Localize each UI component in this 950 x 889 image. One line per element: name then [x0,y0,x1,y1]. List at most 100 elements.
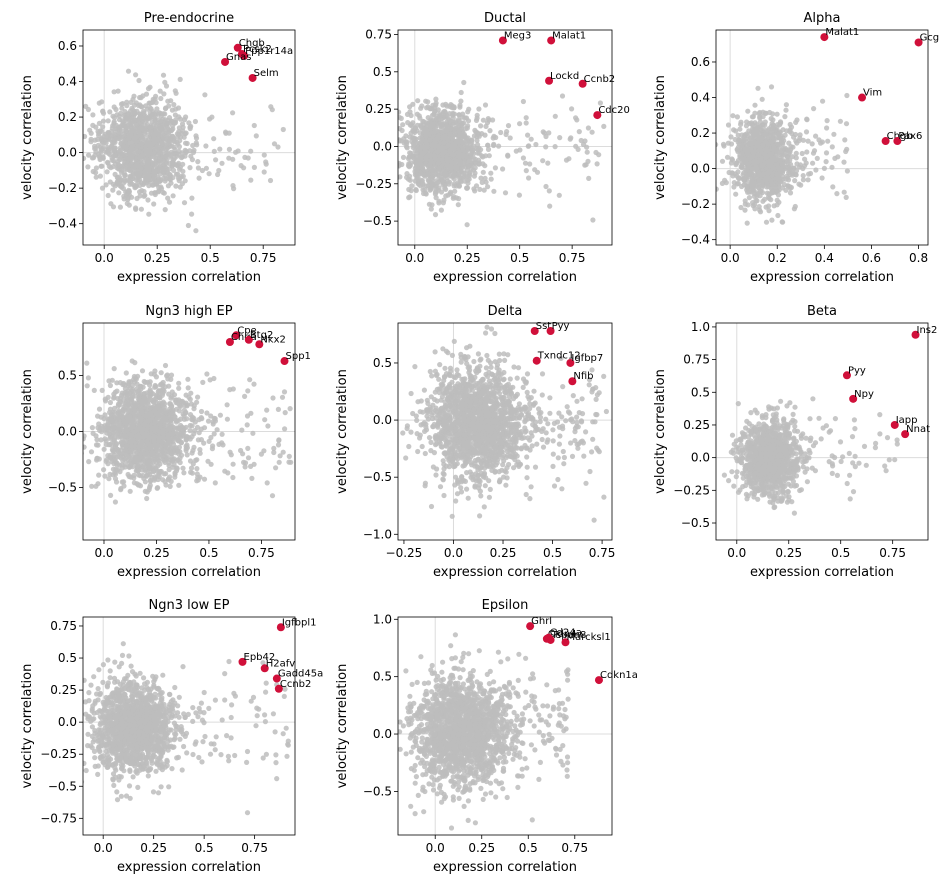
gene-point [769,172,775,178]
gene-point [261,152,267,158]
gene-point [446,181,452,187]
gene-label: Cdc20 [598,105,630,116]
gene-point [126,150,132,156]
gene-point [755,173,761,179]
gene-point [115,124,121,130]
gene-point [126,202,132,208]
highlighted-gene-point [578,79,587,88]
gene-point [842,137,848,143]
y-axis-label: velocity correlation [653,75,668,200]
gene-point [783,102,790,108]
gene-point [177,184,183,190]
gene-point [121,193,127,199]
gene-point [445,142,451,149]
gene-point [479,179,485,185]
gene-point [527,161,533,167]
gene-point [757,207,763,213]
gene-point [144,106,150,112]
x-tick-label: 0.25 [144,251,171,265]
gene-point [576,129,582,135]
gene-point [786,140,792,146]
gene-point [778,138,785,144]
gene-point [153,122,159,128]
gene-point [458,139,464,145]
gene-point [171,102,177,108]
gene-point [91,387,97,393]
y-tick-label: 0.75 [365,27,392,41]
gene-point [99,135,105,142]
gene-point [112,153,118,159]
gene-point [754,181,760,187]
highlighted-gene-point [593,111,602,120]
gene-point [482,175,488,181]
gene-point [789,172,796,178]
gene-point [108,128,114,135]
gene-point [187,428,193,434]
gene-point [230,110,236,116]
gene-point [584,149,590,155]
gene-point [139,439,145,445]
gene-point [224,402,230,408]
gene-point [178,416,184,422]
gene-point [752,158,758,164]
gene-point [830,184,836,190]
gene-point [198,426,204,432]
gene-point [180,161,186,167]
gene-point [240,451,246,457]
gene-point [204,371,210,377]
gene-point [793,168,800,174]
gene-point [130,458,136,464]
gene-point [125,136,132,142]
gene-point [126,156,132,162]
panel-title: Pre-endocrine [144,11,234,26]
gene-point [775,212,781,219]
gene-point [177,116,184,122]
gene-point [392,154,397,159]
x-tick-label: 0.75 [250,251,277,265]
gene-point [144,116,150,122]
gene-point [106,476,112,482]
gene-point [485,116,491,122]
gene-point [230,474,236,481]
gene-label: Pax6 [898,131,922,142]
gene-point [421,119,427,125]
gene-point [125,68,132,74]
gene-point [161,175,167,181]
gene-point [98,437,104,443]
gene-point [107,109,113,115]
gene-point [152,111,158,117]
gene-point [176,482,182,488]
gene-point [93,165,99,171]
gene-point [841,159,847,165]
gene-point [543,183,549,190]
gene-point [601,123,607,129]
gene-point [100,124,106,130]
gene-point [248,410,254,416]
gene-point [133,182,139,188]
gene-point [809,141,815,147]
gene-point [470,167,477,173]
gene-point [447,191,453,197]
gene-point [559,93,566,99]
gene-point [780,168,786,174]
gene-point [146,183,152,189]
gene-point [742,147,749,153]
gene-point [251,122,257,129]
y-tick-label: −0.2 [681,197,710,211]
gene-point [458,122,464,128]
gene-point [89,483,95,489]
x-tick-label: 0.0 [95,251,114,265]
gene-point [88,130,94,136]
gene-point [432,155,438,161]
gene-point [177,175,183,181]
gene-point [161,91,167,97]
gene-point [546,130,552,136]
gene-point [456,128,462,135]
gene-point [425,171,431,177]
gene-point [491,188,497,194]
x-axis-label: expression correlation [750,270,894,285]
gene-point [774,197,780,203]
gene-point [110,430,116,436]
gene-point [720,141,727,147]
gene-point [189,423,195,429]
